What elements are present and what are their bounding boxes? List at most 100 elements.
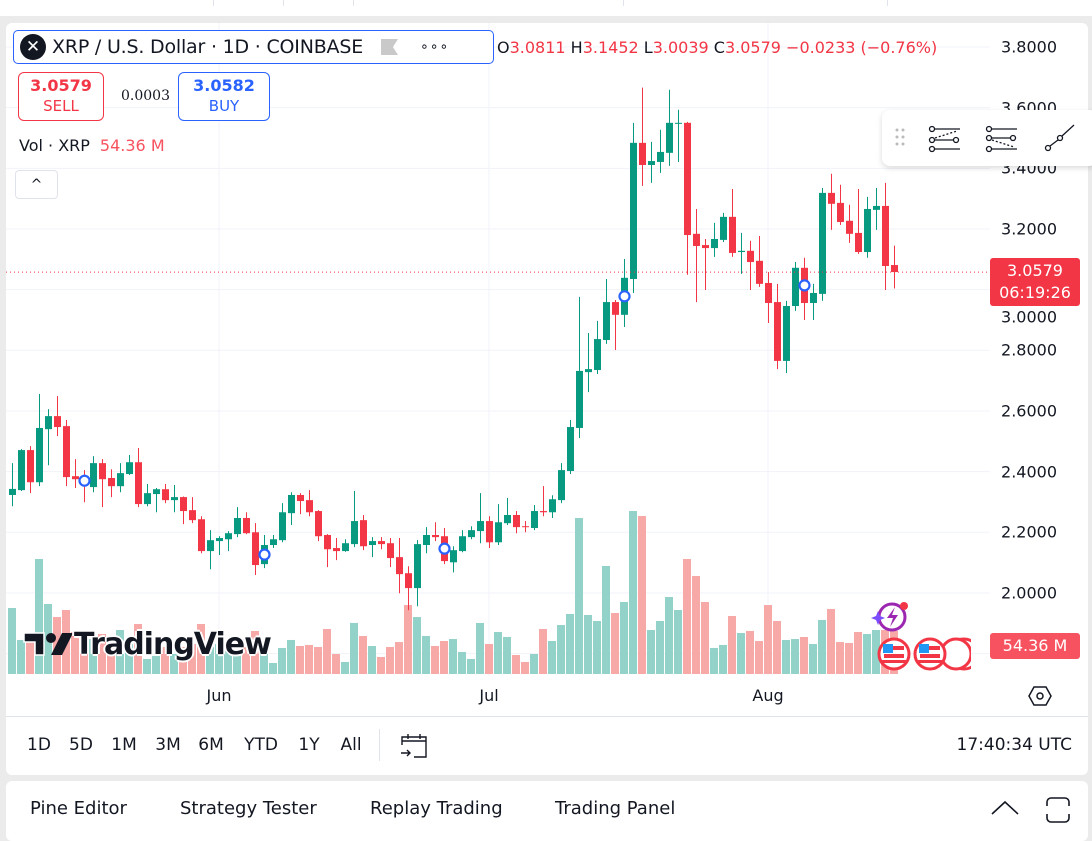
candle (612, 299, 619, 350)
volume-bar (746, 630, 754, 674)
fib-retracement-icon[interactable] (927, 122, 963, 154)
ai-insight-icon[interactable] (868, 598, 914, 638)
collapse-legend-button[interactable]: ^ (15, 170, 58, 199)
candle-body (720, 216, 727, 240)
candle (351, 491, 358, 548)
candle-body (522, 526, 529, 528)
candle (666, 89, 673, 166)
time-tick-label: Aug (752, 686, 784, 705)
range-button-6m[interactable]: 6M (198, 735, 224, 755)
volume-bar (260, 647, 268, 674)
candle (810, 283, 817, 320)
volume-bar (647, 630, 655, 674)
trend-line-icon[interactable] (1042, 122, 1078, 154)
tab-trading-panel[interactable]: Trading Panel (555, 798, 676, 819)
volume-bar (845, 642, 853, 674)
candle-body (468, 530, 475, 538)
volume-bar (107, 639, 115, 674)
drag-handle-icon[interactable] (892, 122, 908, 154)
volume-bar (701, 602, 709, 674)
candle (765, 272, 772, 324)
settings-icon[interactable] (1028, 684, 1052, 708)
volume-bar (818, 619, 826, 674)
fib-extension-icon[interactable] (984, 122, 1020, 154)
more-icon[interactable]: ∘∘∘ (420, 39, 450, 55)
candle (279, 503, 286, 543)
volume-bar (719, 644, 727, 674)
range-button-3m[interactable]: 3M (155, 735, 181, 755)
drawing-toolbar[interactable] (882, 110, 1092, 166)
tradingview-watermark[interactable]: TradingView (22, 624, 272, 664)
candle (585, 333, 592, 393)
volume-bar (836, 642, 844, 674)
buy-button[interactable]: 3.0582 BUY (178, 72, 270, 121)
buy-price: 3.0582 (193, 76, 255, 95)
range-button-5d[interactable]: 5D (69, 735, 93, 755)
volume-bar (593, 620, 601, 674)
candle (846, 204, 853, 243)
change-value: −0.0233 (−0.76%) (786, 37, 938, 57)
candle-body (729, 216, 736, 253)
last-price-label: 3.0579 06:19:26 (990, 258, 1080, 306)
candle-body (657, 151, 664, 162)
candle (549, 495, 556, 519)
candle-body (576, 370, 583, 428)
range-button-1d[interactable]: 1D (27, 735, 51, 755)
volume-bar (863, 633, 871, 674)
candle-body (171, 497, 178, 501)
tab-pine-editor[interactable]: Pine Editor (30, 798, 127, 819)
range-button-ytd[interactable]: YTD (244, 735, 278, 755)
chevron-up-icon[interactable] (990, 798, 1020, 818)
volume-bar (35, 558, 43, 674)
economic-events-icon[interactable] (876, 636, 971, 672)
utc-clock[interactable]: 17:40:34 UTC (956, 735, 1072, 755)
volume-bar (782, 639, 790, 674)
candle-body (540, 511, 547, 513)
volume-bar (575, 517, 583, 674)
volume-bar (773, 620, 781, 674)
tab-strategy-tester[interactable]: Strategy Tester (180, 798, 317, 819)
candle (495, 504, 502, 546)
volume-bar (395, 642, 403, 674)
candle-body (90, 463, 97, 488)
candlestick-chart[interactable] (0, 0, 1092, 716)
candle (477, 493, 484, 544)
candle (198, 516, 205, 554)
go-to-date-icon[interactable] (399, 731, 429, 761)
candle (189, 497, 196, 524)
candle-body (270, 539, 277, 546)
sell-button[interactable]: 3.0579 SELL (18, 72, 104, 121)
candle-body (63, 426, 70, 478)
tab-replay-trading[interactable]: Replay Trading (370, 798, 503, 819)
range-button-1y[interactable]: 1Y (298, 735, 320, 755)
candle-body (306, 500, 313, 513)
volume-bar (368, 645, 376, 674)
volume-bar (242, 639, 250, 674)
candle (864, 196, 871, 258)
range-button-all[interactable]: All (340, 735, 362, 755)
volume-bar (26, 633, 34, 674)
symbol-legend[interactable]: ✕ XRP / U.S. Dollar · 1D · COINBASE ∘∘∘ (13, 30, 494, 64)
volume-bar (800, 636, 808, 674)
maximize-icon[interactable] (1044, 796, 1072, 824)
price-tick-label: 3.8000 (1001, 37, 1057, 57)
volume-bar (143, 658, 151, 674)
candle-body (765, 282, 772, 303)
volume-legend[interactable]: Vol · XRP 54.36 M (19, 136, 165, 155)
candle-body (180, 497, 187, 512)
event-marker-icon (438, 542, 451, 555)
volume-bar (278, 647, 286, 674)
candle (99, 459, 106, 508)
volume-bar (71, 631, 79, 674)
time-axis-divider (6, 716, 1088, 717)
candle-body (18, 450, 25, 491)
volume-bar (683, 558, 691, 674)
volume-bar (269, 663, 277, 674)
bar-countdown: 06:19:26 (999, 283, 1071, 302)
volume-bar (449, 639, 457, 674)
range-button-1m[interactable]: 1M (111, 735, 137, 755)
flag-icon[interactable] (381, 39, 399, 55)
candle-body (459, 536, 466, 552)
candle (117, 463, 124, 493)
volume-bar (629, 511, 637, 674)
